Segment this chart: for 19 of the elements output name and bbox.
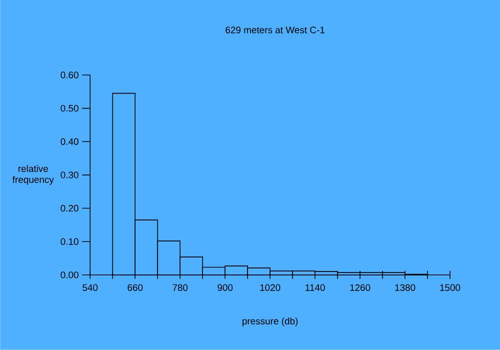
chart-title: 629 meters at West C-1	[226, 26, 324, 34]
x-tick-label: 1020	[260, 284, 280, 292]
y-axis-title: relative frequency	[12, 165, 54, 185]
y-tick-label: 0.10	[60, 238, 78, 245]
x-tick-label: 1500	[440, 284, 460, 292]
x-tick-label: 1260	[350, 284, 370, 292]
x-axis-title: pressure (db)	[242, 318, 298, 326]
y-tick-label: 0.60	[60, 72, 78, 78]
x-tick-label: 660	[128, 284, 143, 292]
y-tick-label: 0.50	[60, 104, 78, 112]
y-tick-label: 0.00	[60, 272, 78, 278]
y-tick-label: 0.30	[60, 172, 78, 178]
x-tick-label: 1380	[395, 284, 416, 292]
x-tick-label: 900	[218, 284, 233, 292]
x-tick-label: 1140	[306, 284, 325, 292]
y-tick-label: 0.40	[60, 138, 78, 146]
x-tick-label: 540	[82, 284, 98, 292]
x-tick-label: 780	[172, 284, 188, 292]
y-tick-label: 0.20	[60, 204, 78, 212]
